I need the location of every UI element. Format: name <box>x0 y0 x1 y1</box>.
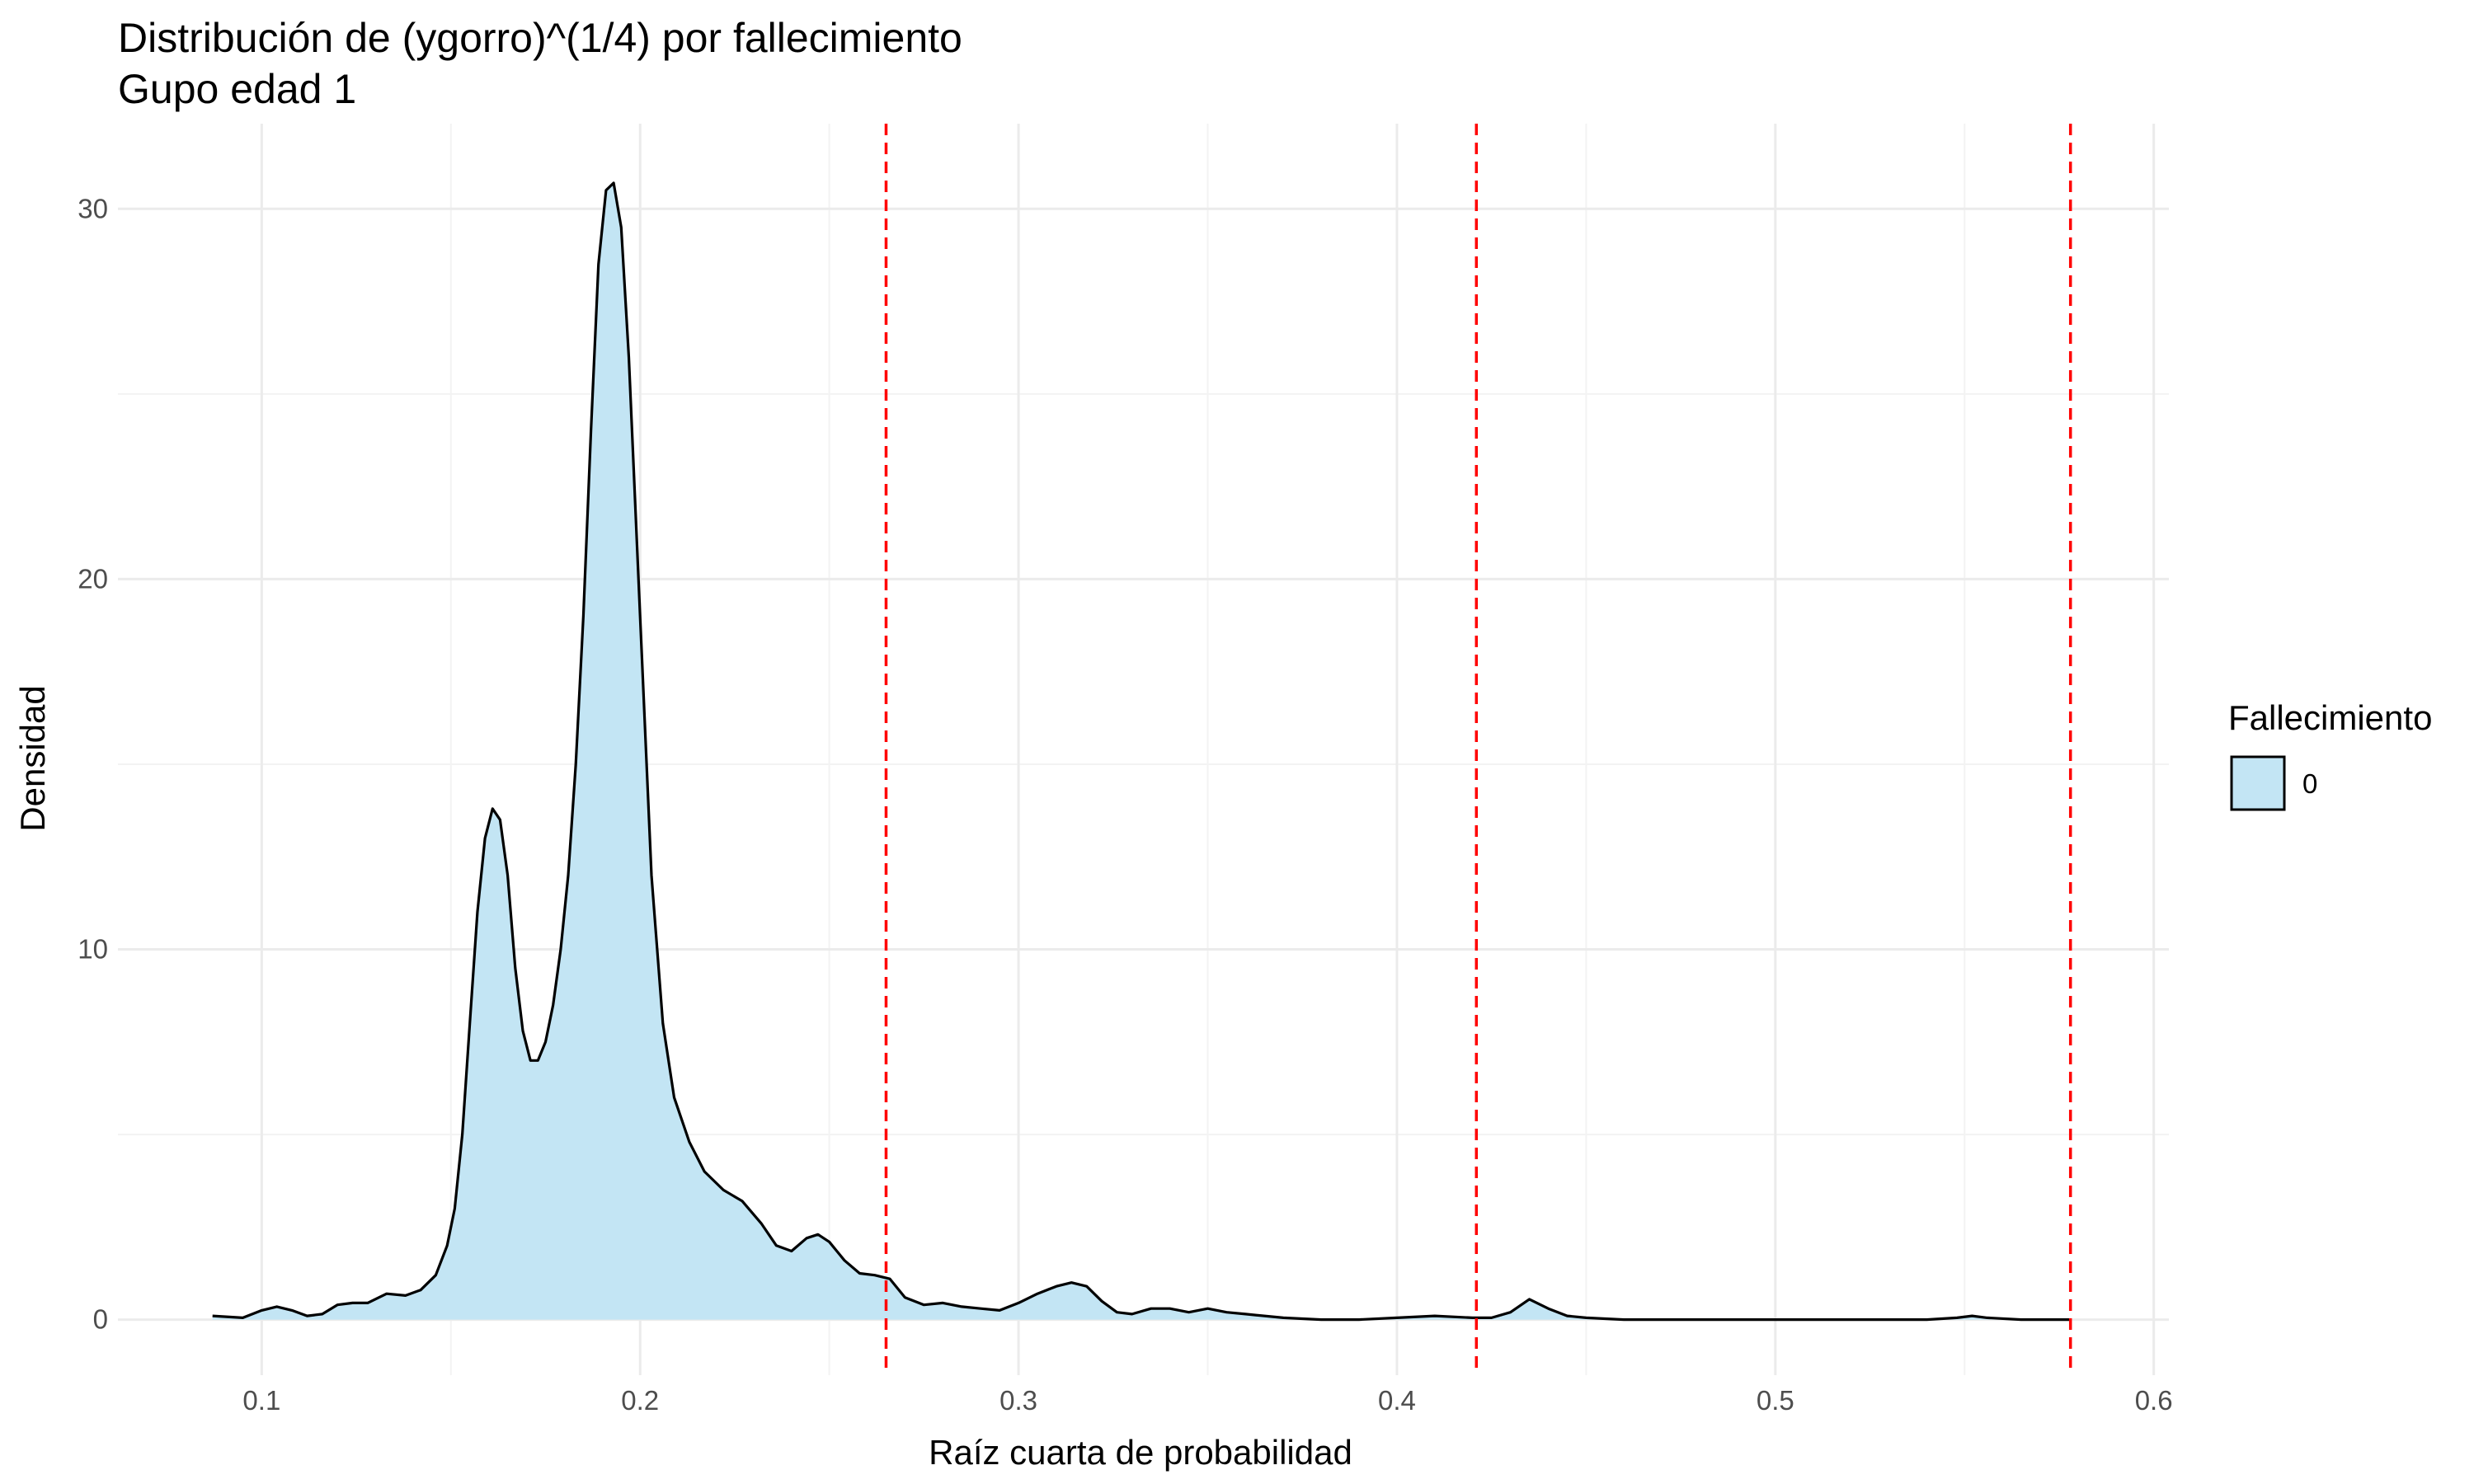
x-tick-label: 0.4 <box>1378 1385 1416 1416</box>
legend-key <box>2230 755 2286 811</box>
legend-entries: 0 <box>2230 755 2317 811</box>
y-tick-label: 20 <box>78 563 108 594</box>
legend-title: Fallecimiento <box>2228 698 2432 737</box>
x-tick-label: 0.6 <box>2135 1385 2173 1416</box>
x-tick-label: 0.5 <box>1757 1385 1794 1416</box>
density-line <box>212 181 2071 1322</box>
density-area <box>212 182 2071 1320</box>
x-tick-label: 0.1 <box>242 1385 280 1416</box>
y-axis-ticks: 0 10 20 30 <box>78 193 108 1334</box>
y-tick-label: 10 <box>78 934 108 965</box>
minor-gridlines <box>118 124 2169 1375</box>
legend: Fallecimiento 0 <box>2228 698 2432 811</box>
chart-title: Distribución de (ygorro)^(1/4) por falle… <box>118 15 962 61</box>
density-series <box>212 181 2071 1322</box>
y-tick-label: 0 <box>93 1304 108 1335</box>
x-axis-title: Raíz cuarta de probabilidad <box>929 1433 1352 1472</box>
reference-lines <box>884 124 2072 1375</box>
x-tick-label: 0.3 <box>999 1385 1037 1416</box>
y-tick-label: 30 <box>78 193 108 223</box>
legend-label: 0 <box>2302 768 2317 799</box>
x-tick-label: 0.2 <box>621 1385 659 1416</box>
major-gridlines <box>118 124 2169 1375</box>
y-axis-title: Densidad <box>13 685 52 831</box>
x-axis-ticks: 0.1 0.2 0.3 0.4 0.5 0.6 <box>242 1385 2172 1416</box>
chart-subtitle: Gupo edad 1 <box>118 66 356 112</box>
